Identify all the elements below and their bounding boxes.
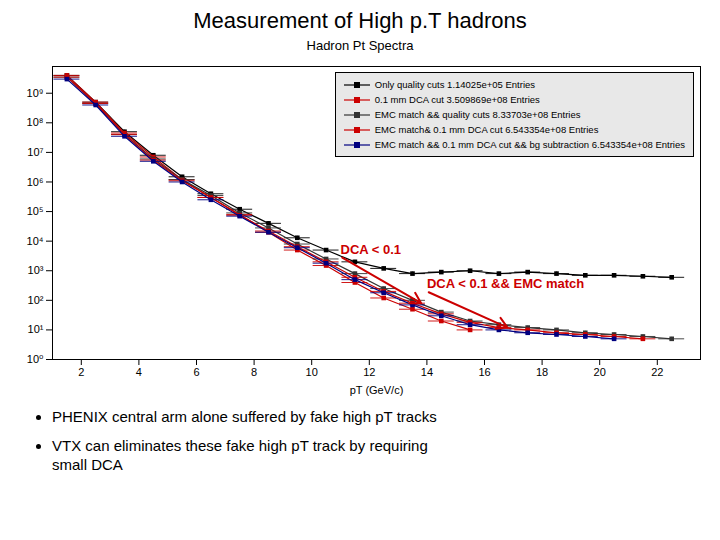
svg-text:10⁴: 10⁴ (27, 235, 44, 247)
html-text:Hadron Pt Spectra: Hadron Pt Spectra (306, 38, 414, 53)
html-text:Only quality cuts 1.14025e+05: Only quality cuts 1.14025e+05 Entries (374, 79, 535, 90)
svg-text:DCA < 0.1 && EMC match: DCA < 0.1 && EMC match (427, 276, 584, 291)
html-text:0.1 mm DCA cut 3.509869e+08 En: 0.1 mm DCA cut 3.509869e+08 Entries (374, 94, 540, 105)
html-text:EMC match && quality cuts 8.33: EMC match && quality cuts 8.33703e+08 En… (374, 109, 581, 120)
svg-text:4: 4 (136, 366, 142, 378)
svg-text:10⁸: 10⁸ (27, 116, 44, 128)
svg-text:10⁶: 10⁶ (27, 175, 44, 187)
svg-text:18: 18 (536, 366, 548, 378)
html-text:EMC match& 0.1 mm DCA cut 6.54: EMC match& 0.1 mm DCA cut 6.543354e+08 E… (374, 124, 599, 135)
html-text:Measurement of High p.T hadron: Measurement of High p.T hadrons (193, 8, 527, 33)
svg-text:22: 22 (651, 366, 663, 378)
svg-text:14: 14 (421, 366, 433, 378)
html-text:VTX can eliminates these fake: VTX can eliminates these fake high pT tr… (52, 437, 428, 473)
svg-text:8: 8 (251, 366, 257, 378)
svg-text:10⁵: 10⁵ (27, 205, 44, 217)
svg-text:2: 2 (78, 366, 84, 378)
svg-text:6: 6 (193, 366, 199, 378)
svg-text:10⁹: 10⁹ (27, 87, 44, 99)
svg-text:10: 10 (306, 366, 318, 378)
svg-text:10⁰: 10⁰ (27, 353, 44, 365)
svg-text:10²: 10² (28, 294, 44, 306)
svg-text:10¹: 10¹ (28, 323, 44, 335)
html-text:PHENIX central arm alone suffe: PHENIX central arm alone suffered by fak… (52, 408, 437, 425)
svg-text:10³: 10³ (28, 264, 44, 276)
svg-text:20: 20 (594, 366, 606, 378)
svg-text:16: 16 (478, 366, 490, 378)
svg-text:12: 12 (363, 366, 375, 378)
svg-text:pT (GeV/c): pT (GeV/c) (350, 384, 404, 396)
svg-text:10⁷: 10⁷ (27, 146, 43, 158)
html-text:EMC match && 0.1 mm DCA cut &&: EMC match && 0.1 mm DCA cut && bg subtra… (374, 139, 685, 150)
svg-text:DCA < 0.1: DCA < 0.1 (341, 242, 402, 257)
